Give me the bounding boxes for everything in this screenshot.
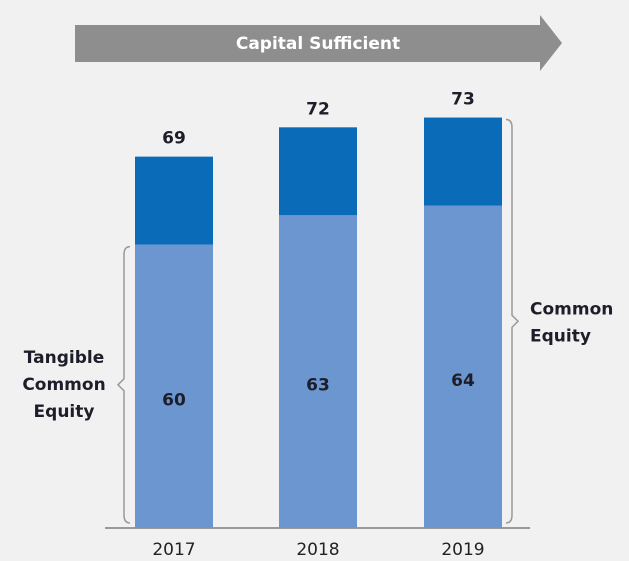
bar-segment [135,244,213,528]
annotation: Equity [34,402,95,422]
segment-label: 63 [306,376,330,396]
segment-label: 60 [162,390,186,410]
bar-segment [424,205,502,528]
annotation: Equity [530,326,591,346]
bracket [116,245,131,524]
total-label: 69 [162,129,186,149]
banner-text: Capital Sufficient [236,34,400,54]
bracket [505,118,520,524]
total-label: 72 [306,99,330,119]
x-tick-label: 2017 [152,540,195,560]
total-label: 73 [451,90,475,110]
annotation: Common [530,299,613,319]
bar-segment [279,127,357,216]
banner-arrow [75,15,562,71]
bar-segment [424,117,502,206]
segment-label: 64 [451,371,475,391]
annotation: Tangible [24,348,105,368]
bar-segment [135,156,213,245]
x-tick-label: 2019 [441,540,484,560]
x-tick-label: 2018 [296,540,339,560]
bar-segment [279,215,357,529]
annotation: Common [22,375,105,395]
